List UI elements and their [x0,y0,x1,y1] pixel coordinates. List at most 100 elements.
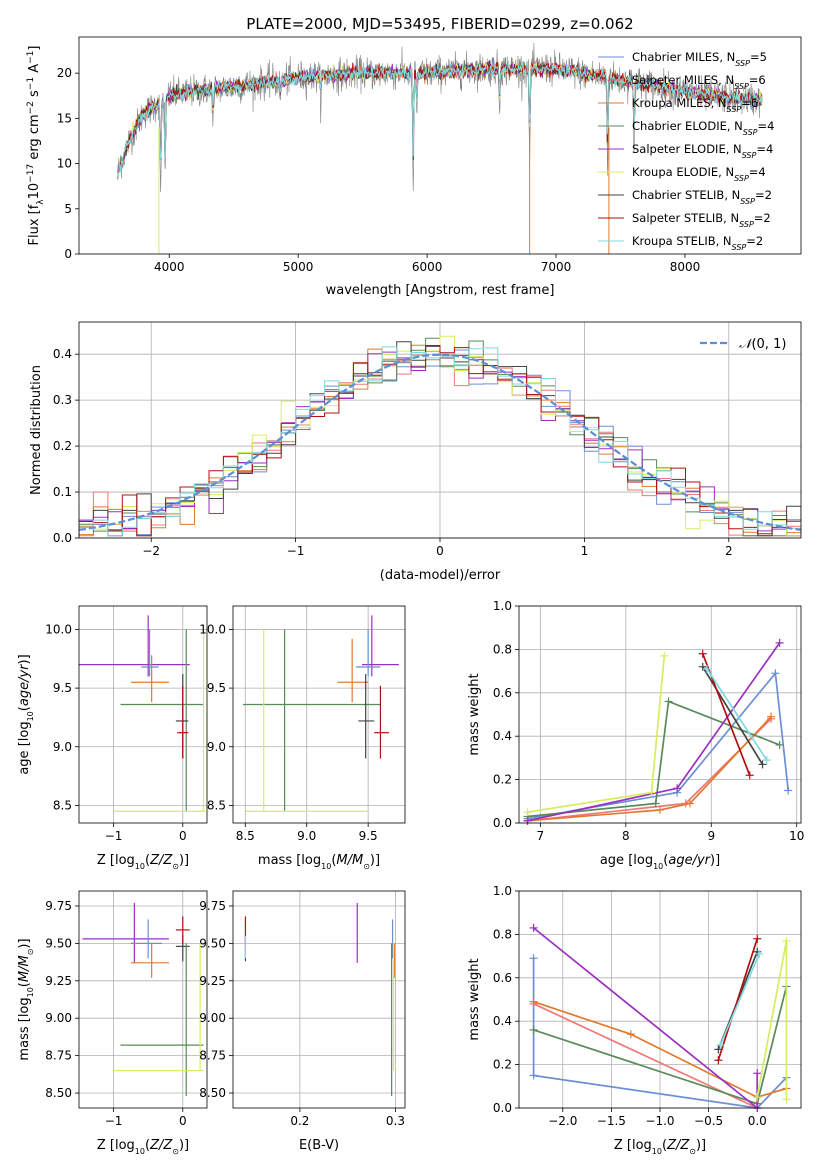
age-vs-Z-ytick-label: 9.5 [53,681,72,695]
weight-vs-Z-xtick-label: 0.0 [748,1114,767,1128]
residuals-ytick-label: 0.0 [53,531,72,545]
weight-vs-Z-panel: −2.0 −1.5 −1.0 −0.5 0.0 0.0 0.2 0.4 0.6 0.8 1.0 mas… [467,884,802,1156]
age-vs-Z-xtick-label: −1 [105,829,123,843]
age-vs-mass-ytick-label: 9.0 [207,740,226,754]
spectrum-panel: 4000 5000 6000 7000 8000 0 5 10 15 20 wavelength [… [26,36,802,298]
mass-vs-Z-ytick-label: 9.50 [45,936,72,950]
weight-vs-Z-xlabel: Z [log10(Z/Z⊙)] [614,1138,706,1156]
residuals-plot-area [79,335,801,537]
weight-vs-age-ytick-label: 0.2 [493,773,512,787]
age-vs-mass-xtick-label: 9.5 [359,829,378,843]
mass-vs-ebv-ytick-label: 9.50 [199,936,226,950]
weight-vs-age-xtick-label: 9 [707,829,715,843]
spectrum-xtick-label: 6000 [412,260,443,274]
weight-vs-age-ytick-label: 1.0 [493,599,512,613]
age-vs-Z-ytick-label: 9.0 [53,740,72,754]
weight-vs-age-xlabel: age [log10(age/yr)] [600,853,720,871]
series-line-kroupa_miles [533,1000,787,1099]
weight-vs-Z-ytick-label: 0.6 [493,971,512,985]
series-line-kroupa_elodie [527,655,666,813]
mass-vs-Z-xtick-label: −1 [105,1114,123,1128]
residuals-ylabel: Normed distribution [29,365,44,495]
residuals-ytick-label: 0.4 [53,347,72,361]
weight-vs-age-frame [518,605,802,824]
mass-vs-Z-ytick-label: 8.50 [45,1086,72,1100]
mass-vs-ebv-ytick-label: 8.75 [199,1049,226,1063]
mass-vs-ebv-xtick-label: 0.2 [290,1114,309,1128]
series-line-kroupa_elodie [756,940,788,1100]
residuals-xtick-label: 2 [725,544,733,558]
residuals-xlabel: (data-model)/error [380,568,501,583]
spectrum-ytick-label: 20 [57,66,72,80]
mass-vs-Z-xlabel: Z [log10(Z/Z⊙)] [97,1138,189,1156]
spectrum-ytick-label: 15 [57,111,72,125]
age-vs-mass-panel: 8.5 9.0 9.5 8.5 9.0 9.5 10.0 mass [log10(M/M⊙)] [199,605,406,871]
weight-vs-Z-ytick-label: 0.4 [493,1014,512,1028]
mass-vs-Z-xtick-label: 0 [179,1114,187,1128]
mass-vs-Z-ylabel: mass [log10(M/M⊙)] [17,938,35,1060]
legend-label-salpeter_elodie: Salpeter ELODIE, NSSP=4 [632,142,773,160]
residuals-panel: −2 −1 0 1 2 0.0 0.1 0.2 0.3 0.4 (data-model)/error… [29,321,802,583]
weight-vs-age-ytick-label: 0.4 [493,729,512,743]
series-line-chabrier_miles [527,671,790,820]
spectrum-ylabel: Flux [fλ10−17 erg cm−2 s−1 A−1] [26,46,46,246]
weight-vs-Z-ytick-label: 0.8 [493,927,512,941]
age-vs-Z-ytick-label: 10.0 [45,622,72,636]
age-vs-Z-panel: −1 0 8.5 9.0 9.5 10.0 Z [log10(Z/Z⊙)] age [log1… [17,605,208,871]
weight-vs-Z-xtick-label: −1.5 [597,1114,626,1128]
series-line-salpeter_stelib [717,938,759,1061]
legend-label-chabrier_miles: Chabrier MILES, NSSP=5 [632,50,767,68]
age-vs-mass-xtick-label: 9.0 [297,829,316,843]
legend-label-kroupa_stelib: Kroupa STELIB, NSSP=2 [632,234,763,252]
spectrum-xtick-label: 5000 [283,260,314,274]
age-vs-mass-xlabel: mass [log10(M/M⊙)] [258,853,380,871]
mass-vs-Z-ytick-label: 9.75 [45,899,72,913]
gaussian-curve [79,353,801,531]
series-line-chabrier_stelib [701,666,764,765]
mass-vs-ebv-panel: 0.2 0.3 8.50 8.75 9.00 9.25 9.50 9.75 E(B-V) [199,890,406,1153]
residuals-frame [78,321,802,539]
histogram-kroupa_stelib [79,346,801,537]
residuals-xtick-label: 1 [581,544,589,558]
age-vs-mass-xtick-label: 8.5 [236,829,255,843]
mass-vs-Z-frame [78,890,208,1109]
residuals-ytick-label: 0.1 [53,485,72,499]
legend-label-chabrier_stelib: Chabrier STELIB, NSSP=2 [632,188,772,206]
mass-vs-ebv-ytick-label: 9.25 [199,974,226,988]
mass-vs-ebv-ytick-label: 9.75 [199,899,226,913]
residuals-xtick-label: −1 [287,544,305,558]
age-vs-Z-xlabel: Z [log10(Z/Z⊙)] [97,853,189,871]
spectrum-xtick-label: 4000 [154,260,185,274]
age-vs-Z-ytick-label: 8.5 [53,798,72,812]
series-line-kroupa_stelib [719,953,760,1046]
mass-vs-Z-ytick-label: 8.75 [45,1049,72,1063]
legend-gaussian-label: 𝒩(0, 1) [739,337,786,352]
age-vs-mass-ytick-label: 9.5 [207,681,226,695]
weight-vs-Z-ylabel: mass weight [467,958,482,1040]
weight-vs-age-ytick-label: 0.6 [493,686,512,700]
spectrum-ytick-label: 5 [64,202,72,216]
figure-title: PLATE=2000, MJD=53495, FIBERID=0299, z=0… [246,15,633,33]
mass-vs-ebv-ytick-label: 8.50 [199,1086,226,1100]
legend-label-kroupa_miles: Kroupa MILES, NSSP=6 [632,96,758,114]
age-vs-Z-frame [78,605,208,824]
residuals-ytick-label: 0.3 [53,393,72,407]
age-vs-mass-ytick-label: 8.5 [207,798,226,812]
residuals-xtick-label: 0 [436,544,444,558]
spectrum-xtick-label: 7000 [541,260,572,274]
spectrum-ytick-label: 0 [64,247,72,261]
weight-vs-age-panel: 7 8 9 10 0.0 0.2 0.4 0.6 0.8 1.0 mass weight age [l… [467,599,804,871]
weight-vs-age-ytick-label: 0.0 [493,816,512,830]
mass-vs-ebv-xtick-label: 0.3 [386,1114,405,1128]
weight-vs-Z-xtick-label: −2.0 [548,1114,577,1128]
spectrum-model-kroupa_stelib [117,60,763,178]
weight-vs-Z-ytick-label: 1.0 [493,884,512,898]
weight-vs-age-ytick-label: 0.8 [493,642,512,656]
age-vs-Z-xtick-label: 0 [179,829,187,843]
weight-vs-age-xtick-label: 8 [622,829,630,843]
mass-vs-Z-panel: −1 0 8.50 8.75 9.00 9.25 9.50 9.75 Z [log10(Z/Z⊙… [17,890,208,1156]
weight-vs-age-ylabel: mass weight [467,673,482,755]
weight-vs-Z-ytick-label: 0.0 [493,1101,512,1115]
series-line-chabrier_elodie [527,700,780,818]
